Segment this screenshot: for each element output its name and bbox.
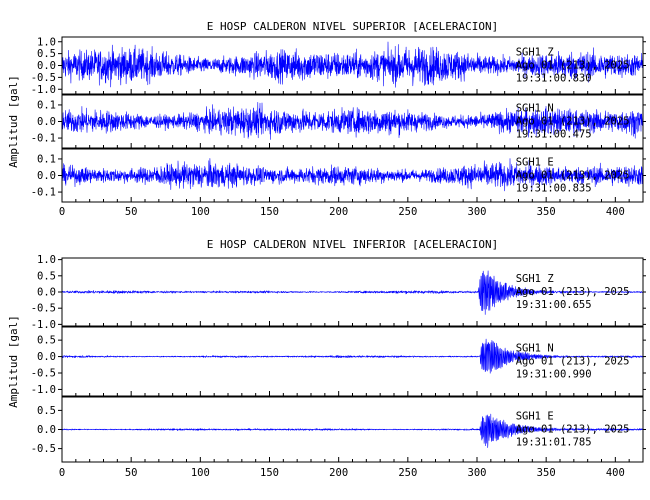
y-tick-label: -0.5: [31, 368, 56, 380]
waveform-e: [61, 158, 644, 192]
x-tick-label: 150: [260, 206, 279, 218]
trace-station-label: SGH1 Z: [516, 47, 554, 59]
trace-date-label: Ago 01 (213), 2025: [516, 170, 630, 182]
x-tick-label: 350: [537, 206, 556, 218]
x-tick-label: 200: [329, 206, 348, 218]
waveform-e: [61, 413, 644, 448]
y-tick-label: 0.0: [37, 351, 56, 363]
y-tick-label: -0.5: [31, 443, 56, 455]
x-tick-label: 300: [468, 206, 487, 218]
x-tick-label: 250: [398, 467, 417, 479]
waveform-n: [61, 102, 644, 140]
trace-station-label: SGH1 E: [516, 157, 554, 169]
y-tick-label: -0.1: [31, 187, 56, 199]
y-tick-label: 1.0: [37, 36, 56, 48]
trace-time-label: 19:31:00.990: [516, 369, 592, 381]
x-tick-label: 400: [606, 467, 625, 479]
chart-group-2: E HOSP CALDERON NIVEL INFERIOR [ACELERAC…: [7, 238, 646, 479]
y-tick-label: 0.0: [37, 424, 56, 436]
x-tick-label: 350: [537, 467, 556, 479]
trace-time-label: 19:31:00.475: [516, 129, 592, 141]
y-tick-label: 0.0: [37, 287, 56, 299]
y-tick-label: 0.1: [37, 153, 56, 165]
trace-station-label: SGH1 N: [516, 343, 554, 355]
waveform-n: [61, 338, 644, 374]
y-tick-label: 0.0: [37, 60, 56, 72]
waveform-z: [61, 41, 644, 88]
trace-date-label: Ago 01 (213), 2025: [516, 286, 630, 298]
y-tick-label: 0.1: [37, 99, 56, 111]
x-tick-label: 400: [606, 206, 625, 218]
y-tick-label: 0.0: [37, 170, 56, 182]
y-axis-label: Amplitud [gal]: [7, 75, 20, 168]
trace-time-label: 19:31:00.655: [516, 299, 592, 311]
chart-title: E HOSP CALDERON NIVEL SUPERIOR [ACELERAC…: [207, 20, 498, 33]
x-tick-label: 100: [191, 206, 210, 218]
y-axis-label: Amplitud [gal]: [7, 315, 20, 408]
y-tick-label: 1.0: [37, 254, 56, 266]
x-tick-label: 100: [191, 467, 210, 479]
y-tick-label: -0.5: [31, 72, 56, 84]
x-tick-label: 300: [468, 467, 487, 479]
x-tick-label: 0: [59, 206, 65, 218]
x-tick-label: 150: [260, 467, 279, 479]
trace-station-label: SGH1 Z: [516, 273, 554, 285]
y-tick-label: 0.5: [37, 48, 56, 60]
y-tick-label: 0.0: [37, 116, 56, 128]
x-tick-label: 0: [59, 467, 65, 479]
x-tick-label: 250: [398, 206, 417, 218]
y-tick-label: 0.5: [37, 335, 56, 347]
y-tick-label: -1.0: [31, 384, 56, 396]
y-tick-label: -1.0: [31, 84, 56, 96]
y-tick-label: -1.0: [31, 319, 56, 331]
x-tick-label: 50: [125, 206, 138, 218]
trace-date-label: Ago 01 (213), 2025: [516, 356, 630, 368]
trace-station-label: SGH1 N: [516, 103, 554, 115]
y-tick-label: 0.5: [37, 405, 56, 417]
y-tick-label: -0.5: [31, 303, 56, 315]
trace-date-label: Ago 01 (213), 2025: [516, 424, 630, 436]
trace-time-label: 19:31:00.830: [516, 73, 592, 85]
chart-title: E HOSP CALDERON NIVEL INFERIOR [ACELERAC…: [207, 238, 498, 251]
waveform-z: [61, 270, 644, 315]
x-tick-label: 50: [125, 467, 138, 479]
trace-station-label: SGH1 E: [516, 411, 554, 423]
trace-date-label: Ago 01 (213), 2025: [516, 60, 630, 72]
trace-date-label: Ago 01 (213), 2025: [516, 116, 630, 128]
trace-time-label: 19:31:00.835: [516, 183, 592, 195]
y-tick-label: -0.1: [31, 133, 56, 145]
x-tick-label: 200: [329, 467, 348, 479]
chart-group-1: E HOSP CALDERON NIVEL SUPERIOR [ACELERAC…: [7, 20, 646, 218]
y-tick-label: 0.5: [37, 270, 56, 282]
trace-time-label: 19:31:01.785: [516, 437, 592, 449]
